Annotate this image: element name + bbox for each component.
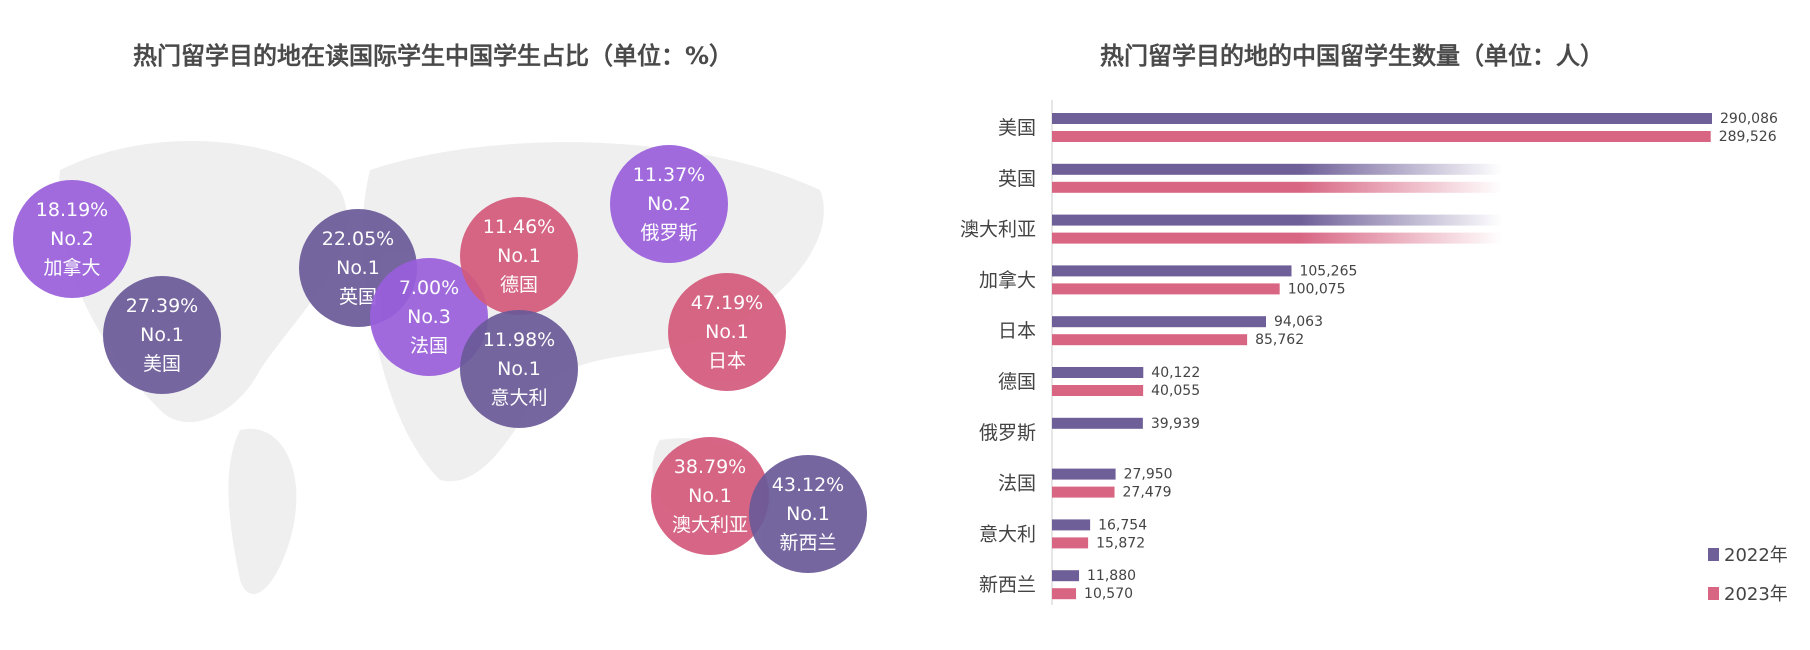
bar-obscured <box>1052 232 1502 244</box>
bar-2022 <box>1052 519 1091 531</box>
bar-obscured <box>1052 214 1502 226</box>
bubble-country: 日本 <box>707 349 746 372</box>
legend-label-2022: 2022年 <box>1724 545 1788 566</box>
data-label: 105,265 <box>1299 263 1357 279</box>
category-label: 德国 <box>998 371 1036 393</box>
bubble-country: 加拿大 <box>43 256 101 279</box>
bar-2023 <box>1052 588 1077 600</box>
bar-obscured <box>1052 163 1502 175</box>
right-chart-title: 热门留学目的地的中国留学生数量（单位：人） <box>1100 42 1604 70</box>
bubble-country: 德国 <box>499 273 538 296</box>
data-label: 100,075 <box>1288 281 1346 297</box>
bubble-country: 新西兰 <box>779 531 837 554</box>
data-label: 11,880 <box>1087 568 1136 584</box>
bar-2022 <box>1052 417 1143 429</box>
data-label: 40,122 <box>1151 365 1200 381</box>
category-label: 美国 <box>998 117 1036 139</box>
bubble-share: 47.19% <box>690 291 764 314</box>
bubble-9: 43.12% No.1 新西兰 <box>749 455 867 573</box>
bubble-share: 38.79% <box>673 455 747 478</box>
bubble-7: 47.19% No.1 日本 <box>668 273 786 391</box>
bubble-4: 11.46% No.1 德国 <box>460 197 578 315</box>
bar-obscured <box>1052 181 1502 193</box>
bubble-rank: No.1 <box>688 484 732 507</box>
category-label: 俄罗斯 <box>979 422 1036 444</box>
data-label: 15,872 <box>1096 535 1145 551</box>
data-label: 27,950 <box>1124 467 1173 483</box>
bubble-rank: No.3 <box>407 305 451 328</box>
bubble-8: 38.79% No.1 澳大利亚 <box>651 437 769 555</box>
bubble-rank: No.2 <box>50 227 94 250</box>
bar-2023 <box>1052 385 1144 396</box>
bubble-rank: No.1 <box>140 323 184 346</box>
legend-swatch-2022 <box>1708 547 1719 561</box>
bar-2023 <box>1052 131 1711 142</box>
data-label: 85,762 <box>1255 332 1304 348</box>
bubble-0: 18.19% No.2 加拿大 <box>13 180 131 298</box>
bar-2022 <box>1052 468 1116 480</box>
data-label: 39,939 <box>1151 416 1200 432</box>
bubble-share: 11.98% <box>482 328 556 351</box>
bar-2023 <box>1052 334 1248 346</box>
bubble-rank: No.1 <box>497 244 541 267</box>
bubble-share: 22.05% <box>321 227 395 250</box>
bar-2022 <box>1052 113 1712 124</box>
bubble-6: 11.37% No.2 俄罗斯 <box>610 145 728 263</box>
bubble-share: 11.37% <box>632 163 706 186</box>
data-label: 16,754 <box>1098 517 1147 533</box>
bar-2023 <box>1052 486 1115 498</box>
category-label: 澳大利亚 <box>960 219 1036 241</box>
bubble-country: 澳大利亚 <box>671 513 748 536</box>
bubble-share: 18.19% <box>35 198 109 221</box>
bubble-rank: No.1 <box>705 320 749 343</box>
bar-2022 <box>1052 570 1080 582</box>
bubble-1: 27.39% No.1 美国 <box>103 276 221 394</box>
category-label: 日本 <box>998 320 1036 342</box>
bubble-share: 43.12% <box>771 473 845 496</box>
data-label: 40,055 <box>1151 383 1200 399</box>
bar-2023 <box>1052 283 1280 295</box>
bubble-rank: No.1 <box>497 357 541 380</box>
data-label: 10,570 <box>1084 586 1133 602</box>
bubble-country: 法国 <box>409 334 448 357</box>
bar-2023 <box>1052 537 1089 549</box>
category-label: 英国 <box>998 168 1036 190</box>
bubble-share: 7.00% <box>398 276 460 299</box>
legend-item-2023: 2023年 <box>1708 580 1788 606</box>
category-label: 新西兰 <box>979 574 1036 596</box>
legend-item-2022: 2022年 <box>1708 541 1788 567</box>
bubble-share: 11.46% <box>482 215 556 238</box>
data-label: 290,086 <box>1720 111 1778 127</box>
left-chart-title: 热门留学目的地在读国际学生中国学生占比（单位：%） <box>132 42 734 70</box>
data-label: 289,526 <box>1719 129 1777 145</box>
bubble-5: 11.98% No.1 意大利 <box>460 310 578 428</box>
legend-swatch-2023 <box>1708 586 1719 600</box>
bubble-country: 英国 <box>338 285 377 308</box>
bubble-rank: No.2 <box>647 192 691 215</box>
bar-2022 <box>1052 367 1144 378</box>
data-label: 94,063 <box>1274 314 1323 330</box>
bubble-country: 美国 <box>142 352 181 375</box>
bar-2022 <box>1052 316 1267 328</box>
category-label: 意大利 <box>979 523 1036 545</box>
bubble-country: 意大利 <box>490 386 548 409</box>
category-label: 法国 <box>998 473 1036 495</box>
bar-2022 <box>1052 265 1292 277</box>
bubble-share: 27.39% <box>125 294 199 317</box>
bubble-country: 俄罗斯 <box>640 221 698 244</box>
bubble-rank: No.1 <box>786 502 830 525</box>
legend-label-2023: 2023年 <box>1724 584 1788 605</box>
bubble-rank: No.1 <box>336 256 380 279</box>
data-label: 27,479 <box>1123 485 1172 501</box>
category-label: 加拿大 <box>979 268 1036 291</box>
